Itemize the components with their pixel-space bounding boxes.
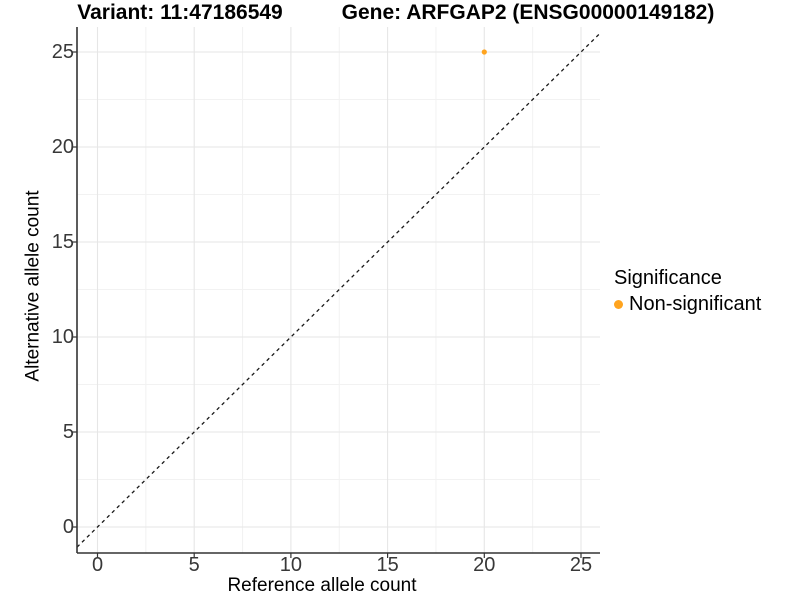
plot-title-variant: Variant: 11:47186549 (77, 1, 283, 24)
x-tick-label: 5 (188, 554, 200, 576)
legend: Significance Non-significant (614, 267, 761, 315)
y-tick-label: 5 (62, 421, 74, 443)
x-tick-label: 10 (279, 554, 303, 576)
y-tick-label: 15 (51, 231, 74, 253)
y-tick-label: 10 (51, 326, 74, 348)
x-tick-label: 15 (376, 554, 399, 576)
y-tick-label: 0 (62, 516, 74, 538)
point-swatch-icon (614, 299, 623, 309)
x-tick-label: 20 (473, 554, 496, 576)
y-tick-label: 20 (51, 136, 74, 158)
legend-item-label: Non-significant (629, 293, 762, 315)
legend-title: Significance (614, 267, 722, 289)
identity-reference-line (76, 32, 601, 548)
x-tick-label: 0 (91, 554, 104, 576)
y-axis-title: Alternative allele count (22, 190, 44, 382)
x-tick-label: 25 (569, 554, 593, 576)
data-point (481, 49, 487, 55)
legend-item: Non-significant (614, 293, 761, 315)
x-axis-title: Reference allele count (227, 575, 417, 596)
plot-title-gene: Gene: ARFGAP2 (ENSG00000149182) (341, 1, 715, 24)
y-tick-label: 25 (51, 41, 74, 63)
